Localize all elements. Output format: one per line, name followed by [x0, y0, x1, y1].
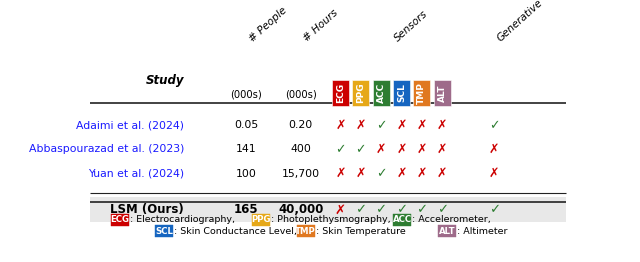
Text: : Skin Temperature: : Skin Temperature [316, 227, 405, 236]
Text: ✓: ✓ [416, 204, 428, 216]
FancyBboxPatch shape [393, 80, 410, 106]
Text: ✓: ✓ [335, 143, 346, 156]
Text: (000s): (000s) [285, 90, 317, 100]
Text: 15,700: 15,700 [282, 169, 320, 179]
Text: SCL: SCL [156, 227, 173, 236]
Text: 141: 141 [236, 144, 257, 155]
Text: 100: 100 [236, 169, 257, 179]
Text: # Hours: # Hours [301, 8, 340, 43]
Text: Abbaspourazad et al. (2023): Abbaspourazad et al. (2023) [29, 144, 184, 155]
Text: ✗: ✗ [355, 119, 366, 132]
Text: ✓: ✓ [396, 204, 407, 216]
FancyBboxPatch shape [111, 214, 129, 226]
Text: Adaimi et al. (2024): Adaimi et al. (2024) [76, 120, 184, 130]
Text: ACC: ACC [393, 215, 412, 224]
Text: : Accelerometer,: : Accelerometer, [412, 215, 491, 224]
Text: Generative: Generative [495, 0, 545, 43]
Text: TMP: TMP [295, 227, 316, 236]
FancyBboxPatch shape [438, 225, 456, 237]
Text: ✗: ✗ [489, 143, 499, 156]
Text: Sensors: Sensors [392, 9, 429, 43]
Text: ✓: ✓ [376, 119, 387, 132]
Text: ✗: ✗ [417, 167, 427, 180]
Text: : Altimeter: : Altimeter [457, 227, 508, 236]
Text: ACC: ACC [376, 83, 385, 103]
FancyBboxPatch shape [352, 80, 369, 106]
Text: ECG: ECG [336, 83, 345, 103]
Text: ✗: ✗ [376, 143, 387, 156]
FancyBboxPatch shape [413, 80, 430, 106]
Text: ✓: ✓ [376, 204, 387, 216]
Text: (000s): (000s) [230, 90, 262, 100]
Text: ✗: ✗ [437, 143, 447, 156]
Text: SCL: SCL [397, 84, 406, 102]
FancyBboxPatch shape [394, 214, 412, 226]
Text: 165: 165 [234, 204, 259, 216]
Text: PPG: PPG [356, 83, 365, 103]
Text: ✗: ✗ [396, 119, 406, 132]
Text: ✓: ✓ [489, 119, 499, 132]
FancyBboxPatch shape [434, 80, 451, 106]
Text: PPG: PPG [252, 215, 271, 224]
Text: ✗: ✗ [335, 119, 346, 132]
Text: 0.20: 0.20 [289, 120, 313, 130]
FancyBboxPatch shape [332, 80, 349, 106]
Text: ECG: ECG [110, 215, 129, 224]
Text: LSM (Ours): LSM (Ours) [111, 204, 184, 216]
FancyBboxPatch shape [90, 198, 566, 222]
Text: ALT: ALT [439, 227, 455, 236]
Text: # People: # People [247, 5, 289, 43]
Text: ✗: ✗ [396, 167, 406, 180]
Text: ALT: ALT [438, 84, 447, 102]
FancyBboxPatch shape [372, 80, 390, 106]
Text: 400: 400 [291, 144, 311, 155]
Text: ✗: ✗ [335, 167, 346, 180]
Text: ✗: ✗ [437, 167, 447, 180]
Text: ✗: ✗ [417, 119, 427, 132]
Text: : Electrocardiography,: : Electrocardiography, [129, 215, 235, 224]
Text: ✗: ✗ [396, 143, 406, 156]
Text: Study: Study [146, 74, 184, 87]
Text: ✗: ✗ [355, 167, 366, 180]
Text: Yuan et al. (2024): Yuan et al. (2024) [88, 169, 184, 179]
FancyBboxPatch shape [252, 214, 270, 226]
Text: ✓: ✓ [376, 167, 387, 180]
Text: ✗: ✗ [417, 143, 427, 156]
Text: ✓: ✓ [436, 204, 447, 216]
Text: 0.05: 0.05 [234, 120, 259, 130]
Text: 40,000: 40,000 [278, 204, 323, 216]
Text: ✓: ✓ [355, 143, 366, 156]
Text: : Skin Conductance Level,: : Skin Conductance Level, [174, 227, 297, 236]
Text: : Photoplethysmography,: : Photoplethysmography, [271, 215, 390, 224]
Text: TMP: TMP [417, 82, 426, 104]
FancyBboxPatch shape [156, 225, 173, 237]
Text: ✓: ✓ [488, 204, 500, 216]
Text: ✗: ✗ [335, 204, 346, 216]
FancyBboxPatch shape [297, 225, 315, 237]
Text: ✓: ✓ [355, 204, 366, 216]
Text: ✗: ✗ [489, 167, 499, 180]
Text: ✗: ✗ [437, 119, 447, 132]
